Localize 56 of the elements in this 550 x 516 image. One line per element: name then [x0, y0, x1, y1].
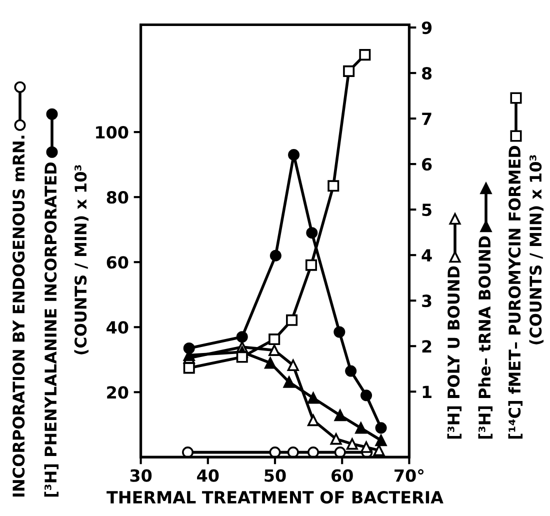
point — [375, 434, 387, 446]
x-tick-label: 30 — [130, 469, 152, 482]
point — [359, 49, 371, 61]
point — [360, 390, 372, 402]
y2-tick-label: 2 — [422, 340, 432, 352]
y-axis-title: (COUNTS / MIN) x 10³ — [74, 165, 89, 354]
y2-tick-label: 4 — [422, 249, 432, 262]
point — [330, 433, 342, 445]
point — [307, 414, 320, 426]
x-tick-label: 40 — [197, 469, 219, 482]
y2-tick-label: 8 — [422, 66, 432, 80]
point — [305, 259, 317, 271]
text: (COUNTS / MIN) x 10³ — [529, 155, 544, 344]
y-tick-label: 60 — [106, 256, 128, 269]
y-tick-label: 100 — [96, 126, 128, 139]
point — [287, 359, 299, 371]
point — [283, 376, 295, 388]
y2-tick-label: 5 — [422, 204, 432, 216]
legend-label: INCORPORATION BY ENDOGENOUS mRN. — [12, 136, 25, 497]
legend-label: [³H] Phe– tRNA BOUND — [478, 236, 493, 439]
point — [345, 365, 357, 377]
point — [343, 65, 355, 77]
legend-label: [¹⁴C] fMET– PUROMYCIN FORMED — [508, 146, 523, 439]
legend-label: [³H] PHENYLALANINE INCORPORATED — [44, 162, 59, 497]
y2-tick-label: 3 — [422, 294, 432, 308]
point — [270, 250, 282, 262]
point — [373, 444, 385, 456]
point — [236, 351, 248, 363]
y-tick-label: 80 — [106, 191, 128, 204]
y2-tick-label: 6 — [422, 158, 432, 171]
x-axis-title: THERMAL TREATMENT OF BACTERIA — [106, 490, 444, 504]
point — [236, 331, 248, 343]
point — [360, 441, 372, 453]
x-tick-label: 70° — [394, 469, 424, 482]
y-tick-label: 40 — [106, 321, 128, 334]
point — [268, 334, 280, 346]
x-tick-label: 50 — [264, 469, 286, 482]
x-tick-label: 60 — [332, 469, 353, 482]
point — [328, 180, 340, 192]
point — [306, 227, 318, 239]
y2-tick-label: 9 — [422, 21, 432, 34]
point — [334, 326, 346, 338]
point — [268, 344, 280, 356]
y-tick-label: 20 — [107, 386, 128, 399]
point — [346, 438, 358, 450]
point — [334, 410, 346, 422]
y2-tick-label: 7 — [422, 112, 432, 125]
legend-label: [³H] POLY U BOUND — [447, 266, 462, 439]
point — [288, 149, 300, 161]
point — [264, 357, 276, 369]
point — [355, 422, 367, 434]
point — [183, 362, 195, 374]
y2-tick-label: 1 — [422, 386, 432, 398]
point — [286, 314, 298, 326]
point — [307, 392, 320, 404]
point — [375, 422, 387, 434]
